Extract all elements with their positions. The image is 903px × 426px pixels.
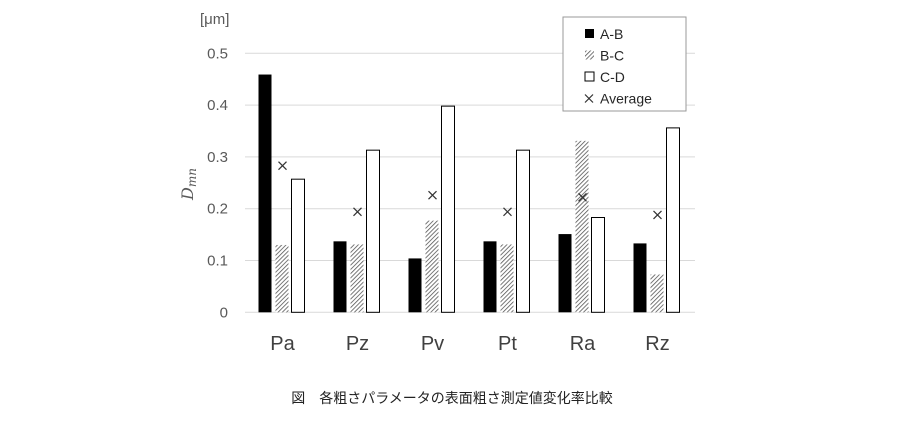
y-tick-label: 0 (220, 304, 228, 321)
y-unit-label: [μm] (200, 11, 229, 28)
bar-b-c (425, 220, 439, 313)
legend-swatch-b-c (585, 50, 594, 60)
category-label: Ra (570, 333, 596, 355)
bar-c-d (366, 149, 380, 313)
average-marker (653, 210, 662, 220)
bar-a-b (258, 74, 272, 313)
legend: A-B B-C C-D Average (562, 16, 687, 112)
y-tick-label: 0.3 (207, 149, 228, 166)
legend-swatch-c-d (584, 71, 595, 82)
bar-c-d (441, 105, 455, 313)
bar-a-b (558, 234, 572, 313)
bar-a-b (333, 241, 347, 313)
bar-b-c (575, 140, 589, 313)
average-marker (353, 207, 362, 217)
y-tick-label: 0.5 (207, 45, 228, 62)
legend-x-icon (584, 94, 594, 103)
category-label: Pa (270, 333, 295, 355)
bar-c-d (516, 149, 530, 313)
legend-label: B-C (600, 48, 624, 64)
bar-c-d (291, 178, 305, 313)
bar-a-b (633, 243, 647, 313)
legend-box (562, 16, 687, 112)
x-marker-stroke (428, 190, 437, 200)
average-marker (428, 190, 437, 200)
bar-c-d (666, 127, 680, 313)
y-tick-label: 0.1 (207, 253, 228, 270)
y-tick-label: 0.4 (207, 97, 228, 114)
legend-label: C-D (600, 69, 625, 85)
legend-label: A-B (600, 26, 623, 42)
category-label: Pz (346, 333, 369, 355)
bar-b-c (650, 274, 664, 313)
bar-b-c (500, 244, 514, 313)
x-marker-stroke (578, 192, 587, 202)
bar-b-c (350, 244, 364, 313)
bar-b-c (275, 244, 289, 313)
y-axis-label: Dmn (178, 168, 199, 201)
x-marker-stroke (653, 210, 662, 220)
category-label: Pt (498, 333, 517, 355)
bar-c-d (591, 217, 605, 313)
figure-caption: 図 各粗さパラメータの表面粗さ測定値変化率比較 (291, 390, 613, 407)
y-tick-label: 0.2 (207, 201, 228, 218)
x-marker-stroke (503, 207, 512, 217)
x-marker-stroke (353, 207, 362, 217)
bar-a-b (408, 258, 422, 313)
bar-a-b (483, 241, 497, 313)
average-marker (503, 207, 512, 217)
x-marker-stroke (278, 161, 287, 171)
legend-swatch-a-b (585, 29, 594, 38)
average-marker (578, 192, 587, 202)
category-label: Pv (421, 333, 444, 355)
category-label: Rz (645, 333, 669, 355)
average-marker (278, 161, 287, 171)
legend-label: Average (600, 91, 652, 107)
